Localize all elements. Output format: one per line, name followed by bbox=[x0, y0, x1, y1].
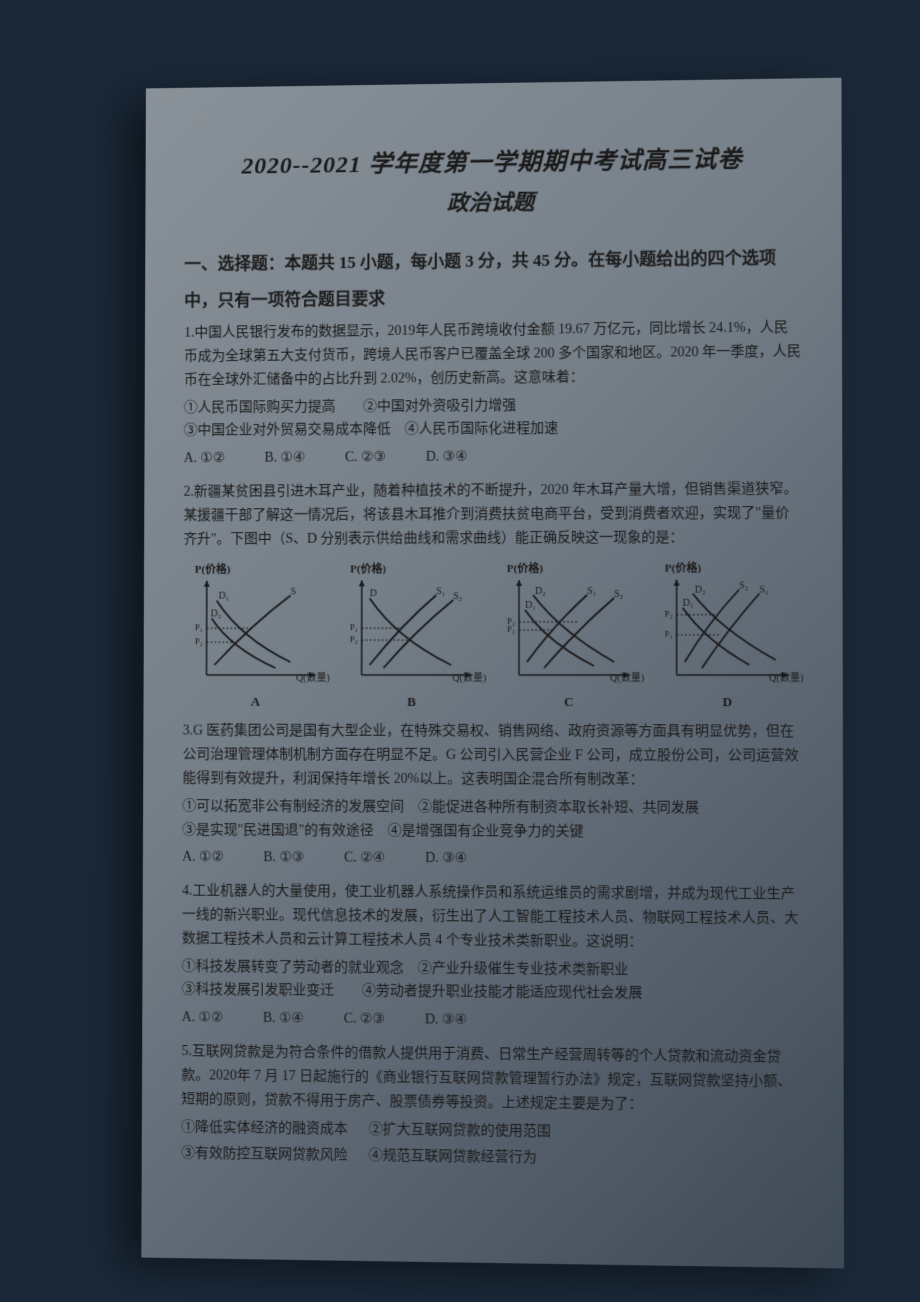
q4-stmt3: ③科技发展引发职业变迁 bbox=[182, 983, 334, 999]
q4-stmt4: ④劳动者提升职业技能才能适应现代社会发展 bbox=[362, 984, 643, 1001]
svg-text:P₂: P₂ bbox=[507, 616, 515, 626]
question-4: 4.工业机器人的大量使用，使工业机器人系统操作员和系统运维员的需求剧增，并成为现… bbox=[182, 880, 803, 1036]
q3-optA: A. ①② bbox=[182, 846, 224, 870]
q3-statements: ①可以拓宽非公有制经济的发展空间 ②能促进各种所有制资本取长补短、共同发展 ③是… bbox=[182, 795, 802, 845]
chart-b-label: B bbox=[407, 691, 416, 713]
q5-statements: ①降低实体经济的融资成本 ②扩大互联网贷款的使用范围 ③有效防控互联网贷款风险 … bbox=[181, 1115, 803, 1174]
question-2: 2.新疆某贫困县引进木耳产业，随着种植技术的不断提升，2020 年木耳产量大增，… bbox=[183, 478, 802, 696]
q3-stmt3: ③是实现"民进国退"的有效途径 bbox=[182, 822, 373, 838]
q4-stmt1: ①科技发展转变了劳动者的就业观念 bbox=[182, 959, 404, 976]
q3-stmt4: ④是增强国有企业竞争力的关键 bbox=[388, 823, 584, 839]
chart-d-ylabel: P(价格) bbox=[665, 560, 701, 579]
svg-text:D₂: D₂ bbox=[695, 585, 706, 596]
section-header-2: 中，只有一项符合题目要求 bbox=[184, 280, 801, 316]
svg-text:P₁: P₁ bbox=[195, 623, 203, 633]
question-1: 1.中国人民银行发布的数据显示，2019年人民币跨境收付金额 19.67 万亿元… bbox=[184, 316, 802, 471]
chart-b-xlabel: Q(数量) bbox=[452, 670, 486, 687]
q4-optC: C. ②③ bbox=[344, 1008, 385, 1032]
q1-stmt2: ②中国对外资吸引力增强 bbox=[363, 398, 516, 414]
q1-statements: ①人民币国际购买力提高 ②中国对外资吸引力增强 ③中国企业对外贸易交易成本降低 … bbox=[184, 392, 802, 443]
chart-c: P(价格) D₁ D₂ S₁ S₂ bbox=[499, 565, 639, 695]
q3-optB: B. ①③ bbox=[263, 847, 304, 871]
chart-a-ylabel: P(价格) bbox=[195, 561, 231, 580]
chart-c-xlabel: Q(数量) bbox=[610, 670, 644, 687]
q5-stmt3: ③有效防控互联网贷款风险 bbox=[181, 1146, 348, 1163]
svg-text:S₁: S₁ bbox=[436, 586, 445, 597]
main-title: 2020--2021 学年度第一学期期中考试高三试卷 bbox=[185, 138, 802, 181]
q2-text: 2.新疆某贫困县引进木耳产业，随着种植技术的不断提升，2020 年木耳产量大增，… bbox=[183, 478, 802, 552]
q4-options: A. ①② B. ①④ C. ②③ D. ③④ bbox=[182, 1006, 803, 1036]
q4-optA: A. ①② bbox=[182, 1006, 224, 1030]
svg-text:S₂: S₂ bbox=[453, 591, 462, 602]
q3-options: A. ①② B. ①③ C. ②④ D. ③④ bbox=[182, 846, 802, 873]
svg-text:P₂: P₂ bbox=[665, 609, 673, 619]
q4-statements: ①科技发展转变了劳动者的就业观念 ②产业升级催生专业技术类新职业 ③科技发展引发… bbox=[182, 955, 803, 1008]
q3-stmt2: ②能促进各种所有制资本取长补短、共同发展 bbox=[418, 800, 699, 816]
svg-text:S₂: S₂ bbox=[614, 589, 623, 600]
q5-text: 5.互联网贷款是为符合条件的借款人提供用于消费、日常生产经营周转等的个人贷款和流… bbox=[181, 1040, 803, 1119]
chart-b: P(价格) D S₁ S₂ P₁ bbox=[342, 565, 481, 695]
chart-a: P(价格) D₁ D₂ S bbox=[187, 566, 325, 695]
svg-text:D₁: D₁ bbox=[218, 591, 229, 602]
q5-stmt4: ④规范互联网贷款经营行为 bbox=[369, 1148, 537, 1165]
svg-text:D: D bbox=[370, 589, 377, 600]
svg-text:P₁: P₁ bbox=[350, 622, 358, 632]
q4-stmt2: ②产业升级催生专业技术类新职业 bbox=[418, 961, 629, 978]
exam-page: 2020--2021 学年度第一学期期中考试高三试卷 政治试题 一、选择题：本题… bbox=[141, 78, 844, 1269]
chart-a-label: A bbox=[251, 691, 260, 713]
q1-stmt1: ①人民币国际购买力提高 bbox=[184, 399, 336, 415]
q4-text: 4.工业机器人的大量使用，使工业机器人系统操作员和系统运维员的需求剧增，并成为现… bbox=[182, 880, 803, 956]
svg-text:P₂: P₂ bbox=[195, 637, 203, 647]
q5-stmt1: ①降低实体经济的融资成本 bbox=[181, 1120, 348, 1137]
svg-text:D₂: D₂ bbox=[210, 609, 221, 620]
q1-optD: D. ③④ bbox=[426, 446, 468, 470]
q1-optB: B. ①④ bbox=[264, 447, 305, 471]
q3-optC: C. ②④ bbox=[344, 847, 385, 871]
q1-stmt3: ③中国企业对外贸易交易成本降低 bbox=[184, 423, 391, 439]
svg-text:D₁: D₁ bbox=[525, 600, 536, 611]
svg-text:P₂: P₂ bbox=[350, 634, 358, 644]
subtitle: 政治试题 bbox=[185, 181, 802, 220]
q1-optC: C. ②③ bbox=[345, 446, 386, 470]
svg-text:S: S bbox=[290, 587, 296, 598]
q3-text: 3.G 医药集团公司是国有大型企业，在特殊交易权、销售网络、政府资源等方面具有明… bbox=[182, 720, 802, 793]
svg-text:D₂: D₂ bbox=[535, 586, 546, 597]
question-3: 3.G 医药集团公司是国有大型企业，在特殊交易权、销售网络、政府资源等方面具有明… bbox=[182, 720, 802, 873]
chart-d-label: D bbox=[723, 691, 733, 713]
q1-options: A. ①② B. ①④ C. ②③ D. ③④ bbox=[184, 444, 802, 471]
question-5: 5.互联网贷款是为符合条件的借款人提供用于消费、日常生产经营周转等的个人贷款和流… bbox=[181, 1040, 803, 1174]
chart-d: P(价格) D₁ D₂ S₁ S₂ bbox=[657, 565, 799, 696]
chart-a-xlabel: Q(数量) bbox=[296, 670, 330, 687]
chart-d-xlabel: Q(数量) bbox=[769, 670, 803, 687]
chart-c-ylabel: P(价格) bbox=[507, 560, 543, 579]
q1-optA: A. ①② bbox=[184, 447, 226, 471]
q1-stmt4: ④人民币国际化进程加速 bbox=[405, 422, 558, 438]
q4-optB: B. ①④ bbox=[263, 1007, 304, 1031]
svg-text:D₁: D₁ bbox=[683, 598, 694, 609]
svg-text:S₂: S₂ bbox=[739, 581, 748, 592]
section-header-1: 一、选择题：本题共 15 小题，每小题 3 分，共 45 分。在每小题给出的四个… bbox=[184, 243, 801, 280]
charts-row: P(价格) D₁ D₂ S bbox=[183, 565, 802, 696]
q3-optD: D. ③④ bbox=[425, 847, 467, 871]
svg-text:S₁: S₁ bbox=[587, 586, 596, 597]
q1-text: 1.中国人民银行发布的数据显示，2019年人民币跨境收付金额 19.67 万亿元… bbox=[184, 316, 802, 392]
chart-b-ylabel: P(价格) bbox=[350, 561, 386, 580]
svg-text:P₁: P₁ bbox=[665, 629, 673, 639]
q5-stmt2: ②扩大互联网贷款的使用范围 bbox=[369, 1123, 551, 1140]
q3-stmt1: ①可以拓宽非公有制经济的发展空间 bbox=[182, 799, 404, 815]
svg-text:S₁: S₁ bbox=[760, 585, 769, 596]
q4-optD: D. ③④ bbox=[425, 1008, 467, 1032]
chart-c-label: C bbox=[564, 691, 573, 713]
